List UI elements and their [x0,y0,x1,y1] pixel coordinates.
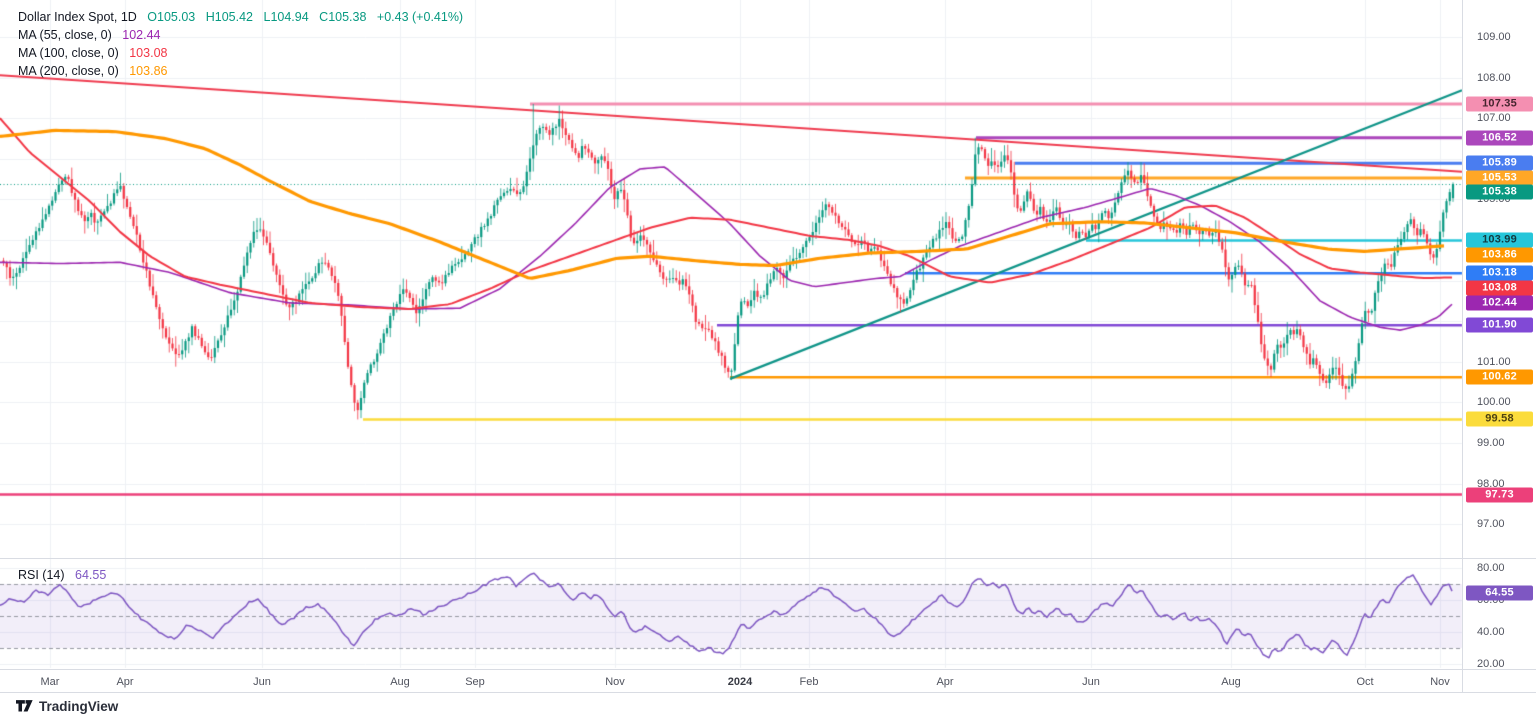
ma200-value: 103.86 [129,64,168,78]
time-axis-label: Mar [40,676,60,688]
ma100-label: MA (100, close, 0) [18,46,119,60]
rsi-value-badge[interactable]: 64.55 [1466,585,1533,601]
ma100-legend-row[interactable]: MA (100, close, 0) 103.08 [18,44,463,62]
symbol-row[interactable]: Dollar Index Spot, 1D O105.03 H105.42 L1… [18,8,463,26]
time-axis-label: Jun [1082,676,1100,688]
time-axis-label: Nov [1430,676,1450,688]
level-price-badge[interactable]: 103.99 [1466,232,1533,248]
time-axis-label: Feb [799,676,819,688]
price-axis-label: 101.00 [1477,355,1511,368]
price-axis-label: 98.00 [1477,477,1505,490]
rsi-axis-label: 40.00 [1477,626,1505,638]
footer-border [0,692,1536,693]
time-axis-label: 2024 [727,676,753,688]
level-price-badge[interactable]: 103.18 [1466,265,1533,281]
level-price-badge[interactable]: 106.52 [1466,130,1533,146]
legend-rsi[interactable]: RSI (14) 64.55 [18,568,106,582]
time-axis-label: Aug [390,676,410,688]
price-axis-label: 99.00 [1477,437,1505,449]
level-price-badge[interactable]: 97.73 [1466,487,1533,503]
time-axis-border [0,669,1536,670]
last-price-badge[interactable]: 105.38 [1466,184,1533,200]
price-axis-label: 109.00 [1477,31,1511,43]
level-price-badge[interactable]: 105.53 [1466,170,1533,186]
time-axis-label: Apr [116,676,134,688]
rsi-axis-label: 20.00 [1477,658,1505,670]
low-value: L104.94 [263,10,309,24]
level-price-badge[interactable]: 101.90 [1466,317,1533,333]
price-axis-label: 107.00 [1477,112,1511,125]
ma-price-badge[interactable]: 103.08 [1466,280,1533,296]
legend-main: Dollar Index Spot, 1D O105.03 H105.42 L1… [18,8,463,80]
change-value: +0.43 (+0.41%) [376,10,464,24]
price-axis-label: 108.00 [1477,71,1511,84]
time-axis-label: Nov [605,676,625,688]
rsi-axis-label: 80.00 [1477,562,1505,574]
price-axis-label: 100.00 [1477,396,1511,409]
tradingview-glyph [16,700,33,712]
close-value: C105.38 [319,10,367,24]
time-axis-label: Apr [936,676,954,688]
tradingview-logo-text: TradingView [39,699,119,714]
ma55-legend-row[interactable]: MA (55, close, 0) 102.44 [18,26,463,44]
high-value: H105.42 [205,10,254,24]
time-axis-label: Jun [253,676,271,688]
ma55-label: MA (55, close, 0) [18,28,112,42]
price-axis-label: 97.00 [1477,518,1505,531]
ma-price-badge[interactable]: 102.44 [1466,295,1533,311]
pane-separator[interactable] [0,558,1536,559]
time-axis-label: Aug [1221,676,1241,688]
open-value: O105.03 [147,10,196,24]
ma-price-badge[interactable]: 103.86 [1466,247,1533,263]
ma55-value: 102.44 [122,28,161,42]
tradingview-logo[interactable]: TradingView [16,699,118,714]
rsi-label: RSI (14) [18,568,65,582]
ma100-value: 103.08 [129,46,168,60]
ma200-label: MA (200, close, 0) [18,64,119,78]
symbol-title[interactable]: Dollar Index Spot, 1D [18,10,137,24]
level-price-badge[interactable]: 107.35 [1466,96,1533,112]
time-axis-label: Sep [465,676,485,688]
ma200-legend-row[interactable]: MA (200, close, 0) 103.86 [18,62,463,80]
level-price-badge[interactable]: 105.89 [1466,155,1533,171]
level-price-badge[interactable]: 100.62 [1466,369,1533,385]
price-axis-border [1462,0,1463,692]
time-axis-label: Oct [1356,676,1374,688]
rsi-value: 64.55 [75,568,107,582]
level-price-badge[interactable]: 99.58 [1466,411,1533,427]
